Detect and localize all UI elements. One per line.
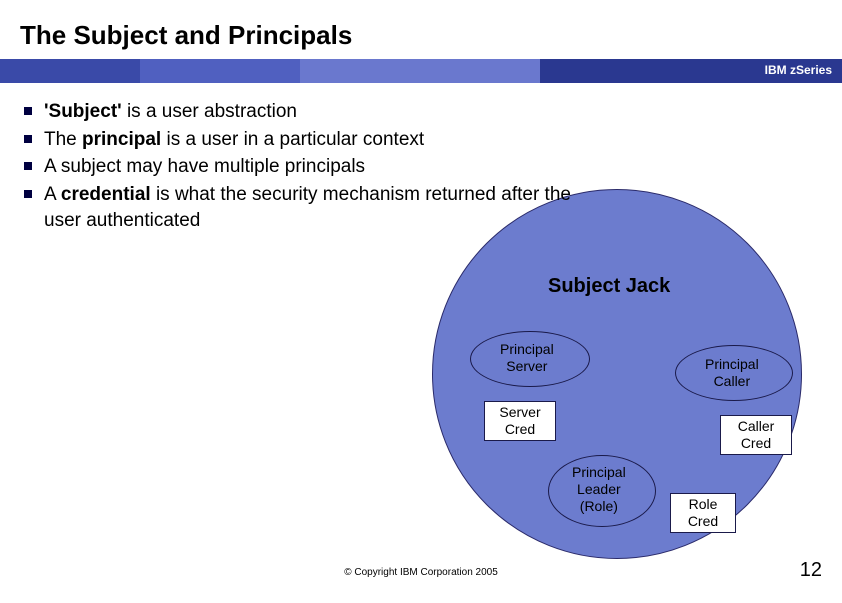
credential-box: Server Cred (484, 401, 556, 441)
bullet-item: 'Subject' is a user abstraction (24, 99, 584, 125)
title-bar-segment (0, 59, 140, 83)
bullet-text: The principal is a user in a particular … (44, 129, 424, 150)
brand-label: IBM zSeries (765, 63, 832, 77)
bullet-square-icon (24, 107, 32, 115)
slide-title: The Subject and Principals (0, 0, 842, 59)
bullet-text: A credential is what the security mechan… (44, 184, 571, 231)
credential-box: Role Cred (670, 493, 736, 533)
bullet-square-icon (24, 190, 32, 198)
bullet-item: A subject may have multiple principals (24, 154, 584, 180)
title-bar-segment (300, 59, 540, 83)
principal-label: Principal Leader (Role) (572, 464, 626, 514)
bullet-item: A credential is what the security mechan… (24, 182, 584, 233)
bullet-list: 'Subject' is a user abstraction The princ… (24, 99, 584, 233)
content-area: Principal ServerPrincipal CallerPrincipa… (0, 83, 842, 233)
bullet-square-icon (24, 162, 32, 170)
bullet-text: 'Subject' is a user abstraction (44, 101, 297, 122)
principal-label: Principal Server (500, 341, 554, 375)
bullet-item: The principal is a user in a particular … (24, 127, 584, 153)
principal-label: Principal Caller (705, 356, 759, 390)
subject-label: Subject Jack (548, 275, 670, 298)
bullet-text: A subject may have multiple principals (44, 156, 365, 177)
credential-box: Caller Cred (720, 415, 792, 455)
bullet-square-icon (24, 135, 32, 143)
title-bar: IBM zSeries (0, 59, 842, 83)
title-bar-segment (140, 59, 300, 83)
